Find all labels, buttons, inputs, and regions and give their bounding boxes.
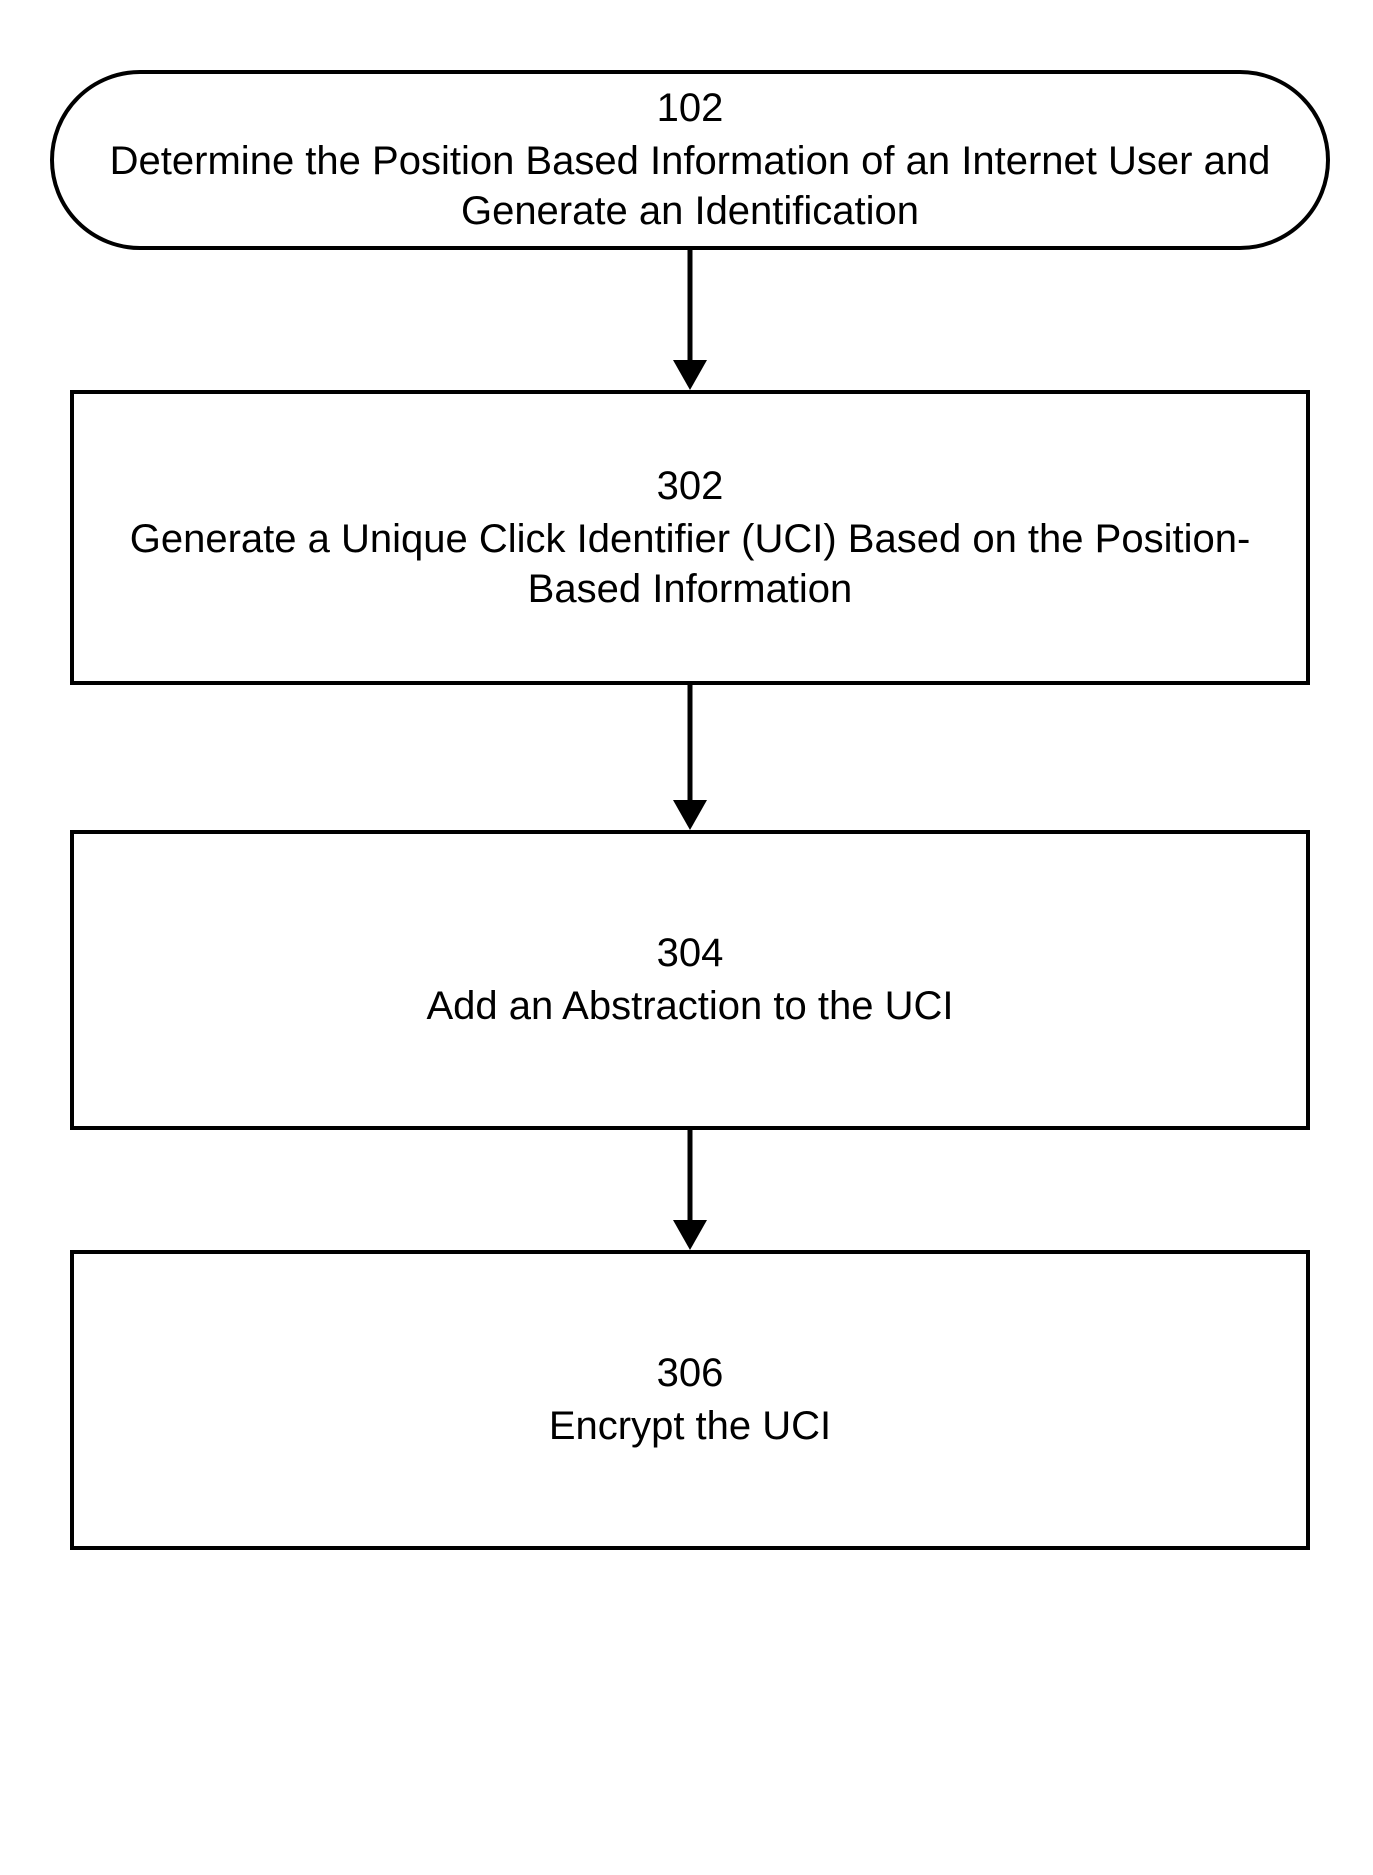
flowchart-node-n304: 304Add an Abstraction to the UCI — [70, 830, 1310, 1130]
arrow-head-icon — [673, 360, 707, 390]
flowchart-node-n306: 306Encrypt the UCI — [70, 1250, 1310, 1550]
arrow-head-icon — [673, 800, 707, 830]
node-text: Generate a Unique Click Identifier (UCI)… — [74, 514, 1306, 614]
node-number: 304 — [657, 929, 724, 977]
arrow-line — [688, 1130, 693, 1224]
arrow-line — [688, 685, 693, 804]
flowchart-node-n102: 102Determine the Position Based Informat… — [50, 70, 1330, 250]
node-number: 102 — [657, 84, 724, 132]
arrow-line — [688, 250, 693, 364]
node-number: 306 — [657, 1349, 724, 1397]
node-text: Add an Abstraction to the UCI — [397, 981, 984, 1031]
flowchart-arrow — [670, 250, 710, 390]
node-text: Encrypt the UCI — [519, 1401, 861, 1451]
node-number: 302 — [657, 462, 724, 510]
flowchart-arrow — [670, 685, 710, 830]
node-text: Determine the Position Based Information… — [54, 136, 1326, 236]
arrow-head-icon — [673, 1220, 707, 1250]
flowchart-node-n302: 302Generate a Unique Click Identifier (U… — [70, 390, 1310, 685]
flowchart-arrow — [670, 1130, 710, 1250]
